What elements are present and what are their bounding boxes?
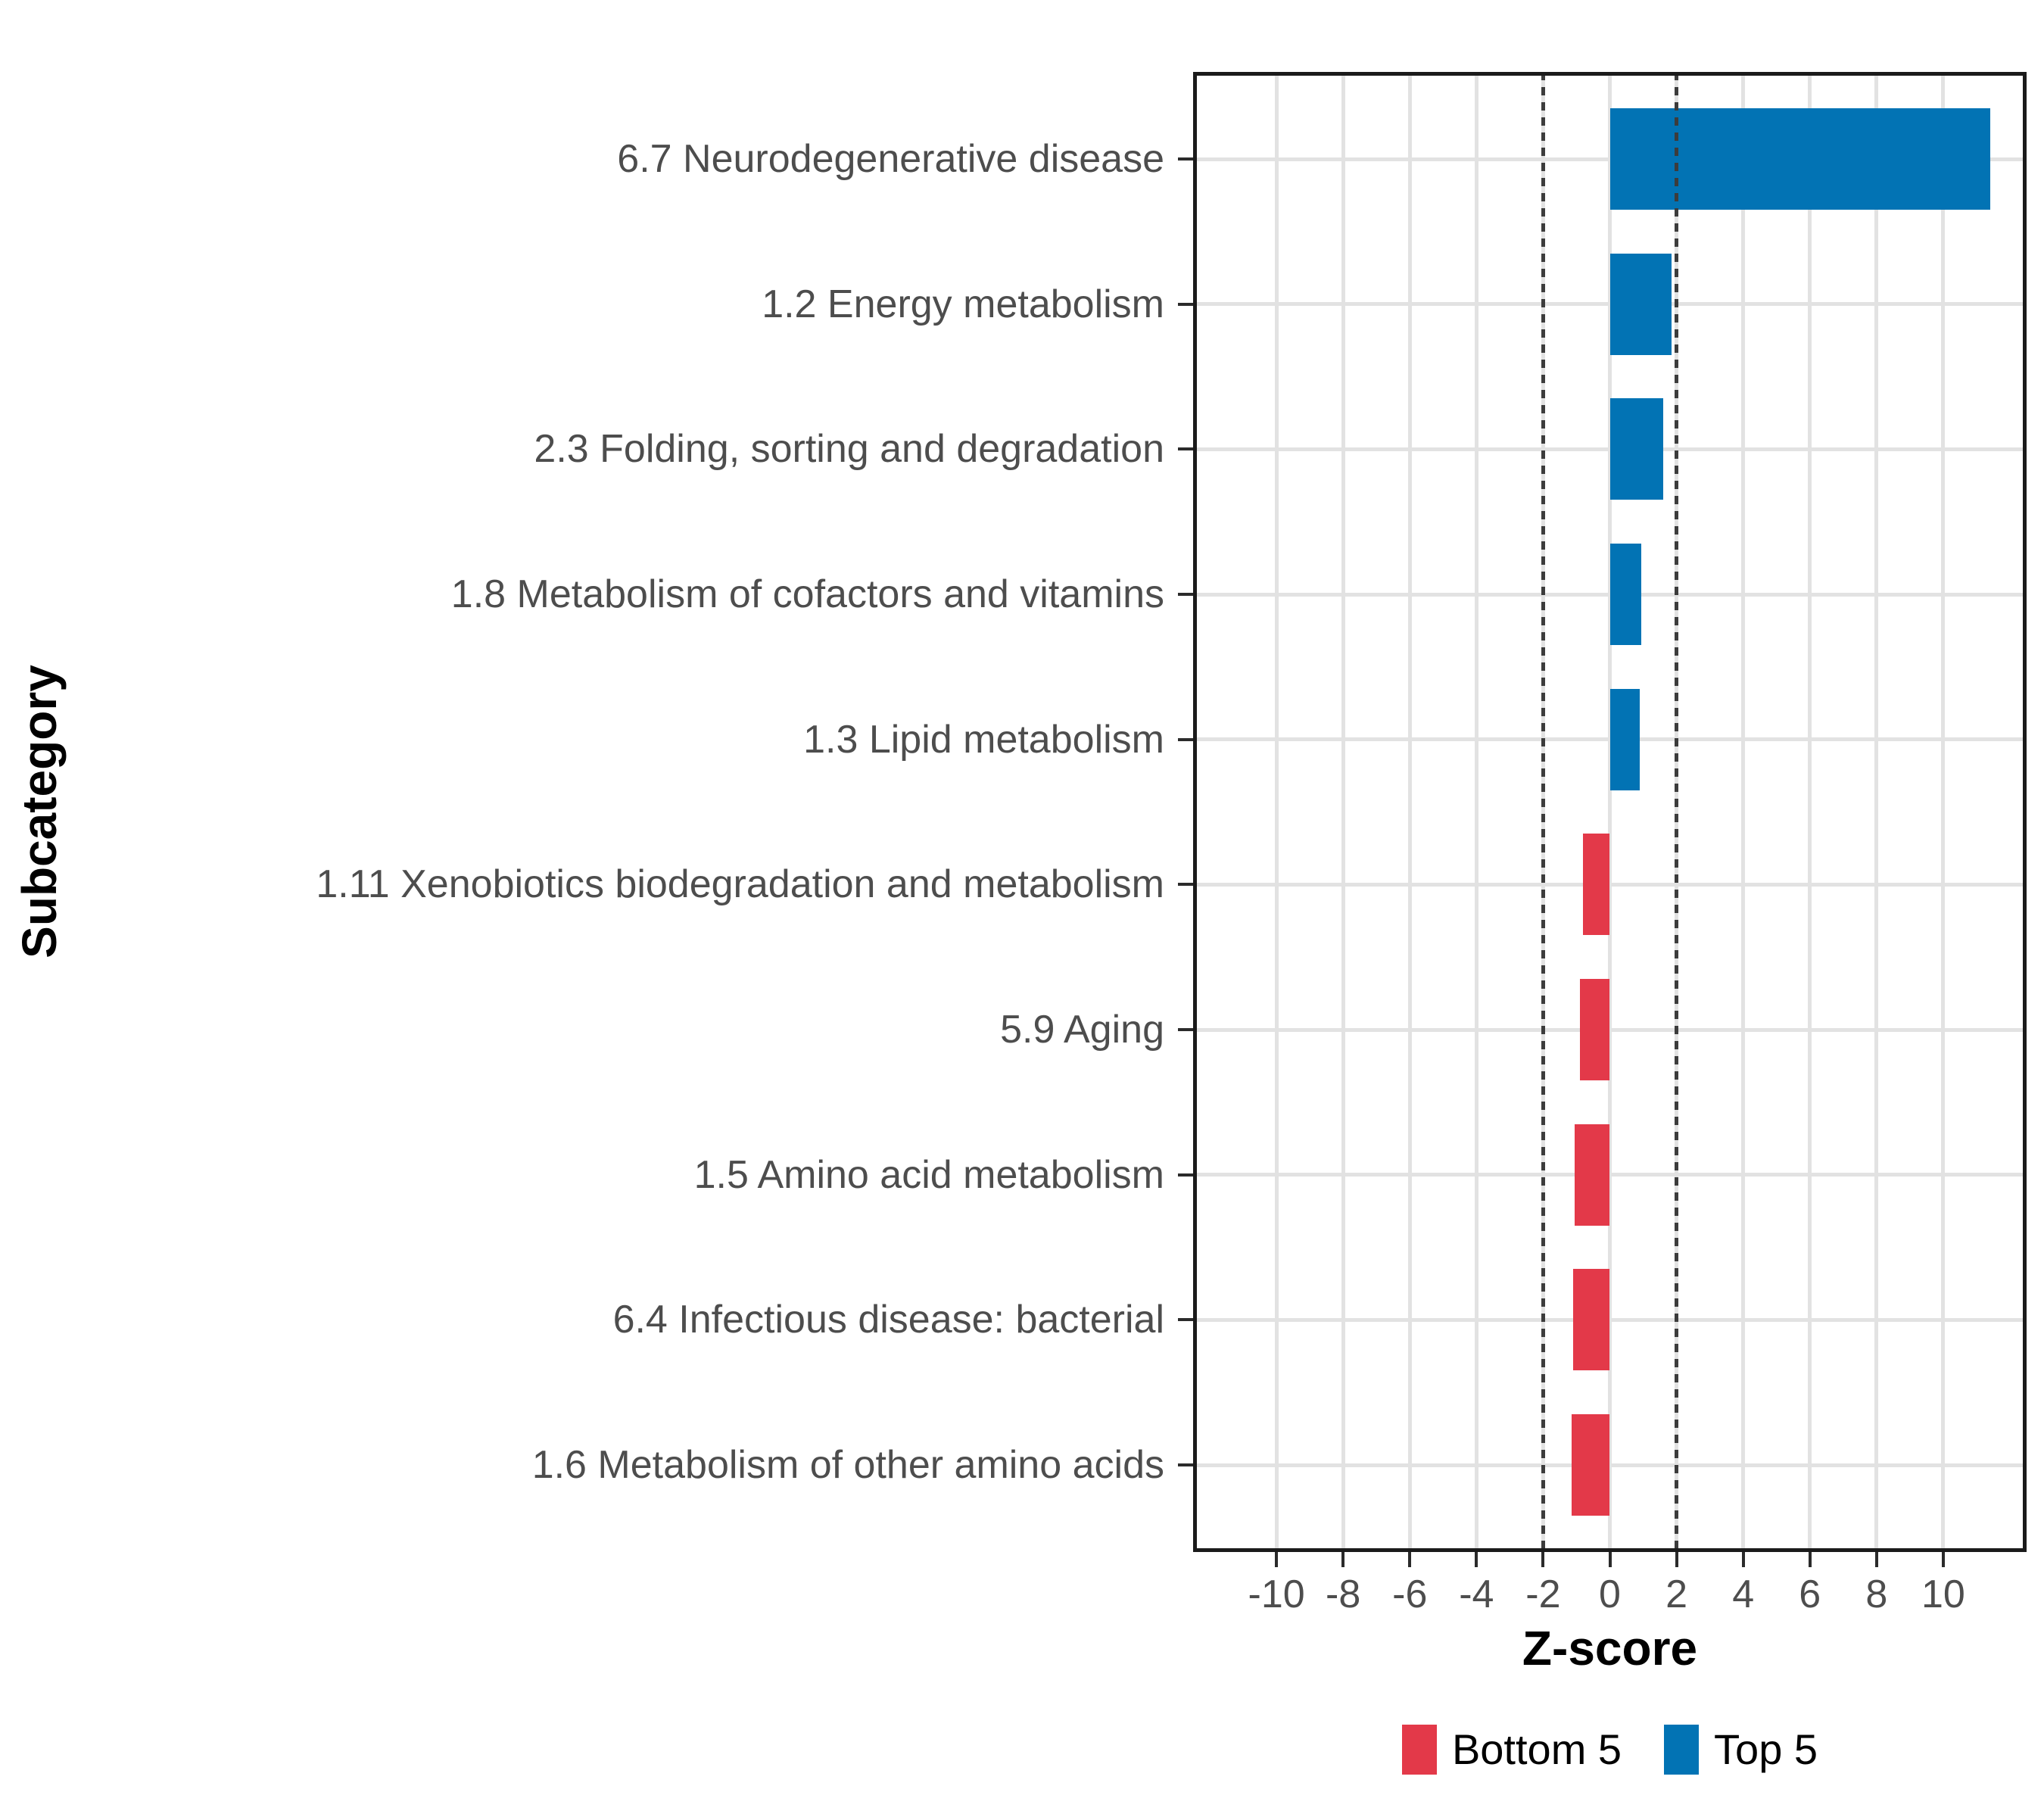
x-tick-label: 10 [1921, 1572, 1965, 1616]
gridline-x [1608, 72, 1612, 1552]
x-tick [1675, 1552, 1678, 1567]
x-tick-label: 0 [1599, 1572, 1621, 1616]
legend-entry-top-5: Top 5 [1664, 1725, 1818, 1775]
y-tick [1178, 593, 1193, 596]
y-tick [1178, 1463, 1193, 1466]
category-label: 1.2 Energy metabolism [762, 282, 1164, 326]
bar [1573, 1269, 1610, 1371]
x-tick [1741, 1552, 1745, 1567]
gridline-x [1874, 72, 1879, 1552]
gridline-x [1341, 72, 1345, 1552]
gridline-x [1474, 72, 1478, 1552]
category-label: 1.5 Amino acid metabolism [693, 1152, 1164, 1197]
y-tick [1178, 1028, 1193, 1031]
legend-label-top-5: Top 5 [1714, 1725, 1818, 1773]
category-label: 1.6 Metabolism of other amino acids [531, 1443, 1164, 1487]
gridline-x [1274, 72, 1279, 1552]
x-tick [1541, 1552, 1545, 1567]
category-label: 1.8 Metabolism of cofactors and vitamins [450, 572, 1164, 616]
panel-border [1193, 72, 2027, 1552]
x-tick [1874, 1552, 1878, 1567]
y-tick [1178, 1173, 1193, 1177]
x-tick [1408, 1552, 1412, 1567]
x-tick-label: 6 [1799, 1572, 1821, 1616]
gridline-x [1808, 72, 1812, 1552]
x-tick-label: 4 [1732, 1572, 1755, 1616]
bar [1609, 398, 1663, 500]
legend-key-top-5-swatch [1664, 1725, 1700, 1775]
y-axis-title: Subcategory [12, 665, 67, 958]
x-tick-label: -10 [1248, 1572, 1305, 1616]
category-label: 1.11 Xenobiotics biodegradation and meta… [316, 862, 1164, 907]
y-tick [1178, 1318, 1193, 1322]
x-tick [1608, 1552, 1612, 1567]
category-label: 2.3 Folding, sorting and degradation [534, 427, 1164, 472]
reference-line [1541, 72, 1545, 1552]
legend: Bottom 5 Top 5 [1193, 1725, 2027, 1775]
bar [1609, 108, 1990, 210]
gridline-x [1941, 72, 1946, 1552]
bar [1609, 253, 1672, 355]
x-tick [1475, 1552, 1478, 1567]
x-tick [1275, 1552, 1279, 1567]
bar [1609, 543, 1642, 646]
bar [1579, 978, 1610, 1081]
category-label: 1.3 Lipid metabolism [803, 717, 1164, 762]
y-tick [1178, 157, 1193, 161]
x-tick-label: -2 [1525, 1572, 1561, 1616]
x-tick-label: 8 [1865, 1572, 1888, 1616]
y-tick [1178, 447, 1193, 451]
gridline-x [1407, 72, 1412, 1552]
legend-label-bottom-5: Bottom 5 [1451, 1725, 1622, 1773]
gridline-x [1741, 72, 1746, 1552]
y-tick [1178, 883, 1193, 887]
category-label: 5.9 Aging [1000, 1008, 1164, 1052]
y-tick [1178, 737, 1193, 741]
bar [1571, 1413, 1610, 1516]
reference-line [1675, 72, 1679, 1552]
x-tick-label: -4 [1459, 1572, 1494, 1616]
category-label: 6.7 Neurodegenerative disease [617, 137, 1164, 181]
x-tick [1808, 1552, 1812, 1567]
x-tick-label: -6 [1392, 1572, 1428, 1616]
x-tick [1341, 1552, 1345, 1567]
y-tick [1178, 302, 1193, 306]
x-tick-label: 2 [1665, 1572, 1688, 1616]
bar [1583, 834, 1610, 936]
x-tick-label: -8 [1326, 1572, 1361, 1616]
bar [1609, 688, 1640, 790]
legend-key-bottom-5-swatch [1401, 1725, 1437, 1775]
x-axis-title: Z-score [1522, 1621, 1698, 1675]
legend-entry-bottom-5: Bottom 5 [1401, 1725, 1622, 1775]
bar [1575, 1124, 1610, 1226]
x-tick [1941, 1552, 1945, 1567]
category-label: 6.4 Infectious disease: bacterial [612, 1298, 1164, 1342]
